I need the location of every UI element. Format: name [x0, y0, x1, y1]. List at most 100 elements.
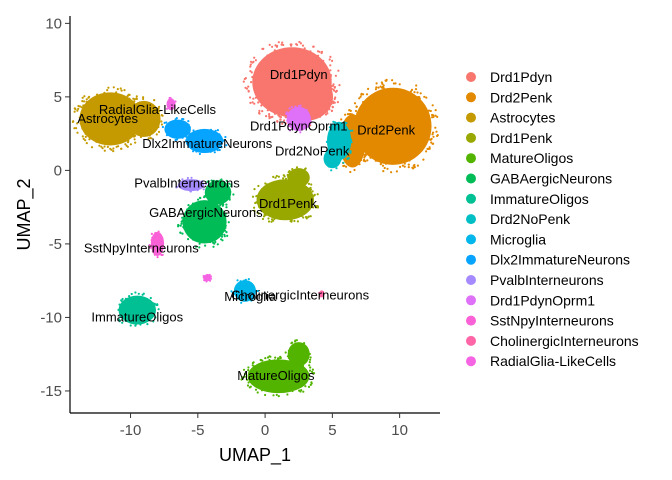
data-point	[287, 109, 290, 112]
data-point	[202, 133, 205, 136]
data-point	[317, 71, 320, 74]
data-point	[418, 108, 421, 111]
data-point	[223, 181, 226, 184]
data-point	[267, 361, 270, 364]
data-point	[185, 139, 188, 142]
data-point	[194, 219, 197, 222]
data-point	[82, 120, 86, 123]
data-point	[366, 135, 369, 138]
data-point	[269, 199, 272, 202]
data-point	[96, 124, 99, 128]
data-point	[308, 72, 311, 75]
data-point	[431, 133, 434, 136]
data-point	[270, 220, 273, 223]
data-point	[268, 358, 271, 362]
data-point	[299, 185, 302, 188]
data-point	[121, 297, 124, 301]
cluster-label: SstNpyInterneurons	[84, 240, 199, 255]
data-point	[135, 114, 138, 117]
data-point	[266, 373, 269, 377]
data-point	[413, 91, 416, 94]
data-point	[204, 138, 207, 141]
data-point	[145, 125, 148, 128]
series-SstNpyInterneurons	[148, 230, 165, 259]
data-point	[88, 138, 91, 141]
data-point	[316, 111, 319, 114]
data-point	[359, 113, 362, 116]
data-point	[345, 143, 348, 146]
data-point	[240, 301, 243, 304]
data-point	[221, 187, 224, 190]
data-point	[304, 385, 307, 388]
data-point	[411, 143, 414, 146]
data-point	[103, 145, 106, 148]
data-point	[386, 167, 389, 170]
data-point	[349, 151, 352, 154]
data-point	[317, 74, 320, 77]
data-point	[282, 199, 285, 202]
data-point	[191, 142, 194, 145]
data-point	[175, 117, 178, 120]
data-point	[399, 94, 403, 98]
cluster-region	[79, 92, 142, 146]
data-point	[195, 150, 198, 153]
data-point	[273, 185, 276, 188]
data-point	[426, 147, 429, 150]
data-point	[103, 122, 106, 125]
data-point	[197, 198, 200, 201]
data-point	[199, 181, 202, 184]
data-point	[353, 146, 356, 149]
data-point	[257, 383, 261, 386]
data-point	[200, 137, 203, 140]
data-point	[329, 69, 332, 72]
data-point	[290, 106, 293, 109]
data-point	[310, 104, 313, 107]
data-point	[289, 362, 292, 365]
data-point	[173, 102, 176, 105]
data-point	[330, 131, 333, 134]
data-point	[104, 124, 107, 127]
data-point	[400, 109, 403, 112]
data-point	[202, 141, 205, 144]
data-point	[179, 224, 182, 227]
data-point	[262, 70, 265, 74]
data-point	[247, 366, 250, 369]
data-point	[299, 70, 302, 74]
data-point	[370, 137, 373, 140]
data-point	[252, 80, 255, 83]
data-point	[295, 93, 298, 97]
data-point	[132, 135, 136, 138]
data-point	[336, 101, 339, 104]
data-point	[257, 77, 260, 80]
data-point	[323, 105, 326, 108]
data-point	[409, 115, 412, 118]
data-point	[261, 191, 264, 194]
data-point	[309, 92, 312, 95]
data-point	[127, 313, 130, 316]
data-point	[434, 126, 437, 129]
data-point	[250, 299, 253, 302]
data-point	[332, 133, 335, 137]
data-point	[296, 372, 299, 375]
data-point	[213, 215, 216, 218]
data-point	[220, 235, 224, 238]
data-point	[292, 380, 295, 383]
data-point	[301, 360, 304, 363]
data-point	[218, 218, 221, 221]
data-point	[365, 144, 368, 147]
data-point	[142, 97, 145, 101]
data-point	[301, 111, 304, 114]
data-point	[385, 100, 388, 104]
data-point	[349, 138, 353, 141]
data-point	[388, 134, 391, 137]
data-point	[313, 56, 316, 59]
data-point	[323, 94, 326, 97]
data-point	[293, 88, 296, 91]
data-point	[334, 133, 337, 136]
series-Drd2NoPenk	[323, 120, 354, 172]
data-point	[299, 131, 302, 134]
data-point	[309, 111, 312, 114]
cluster-region	[287, 342, 310, 367]
series-PvalbInterneurons	[175, 176, 208, 193]
data-point	[355, 162, 358, 165]
